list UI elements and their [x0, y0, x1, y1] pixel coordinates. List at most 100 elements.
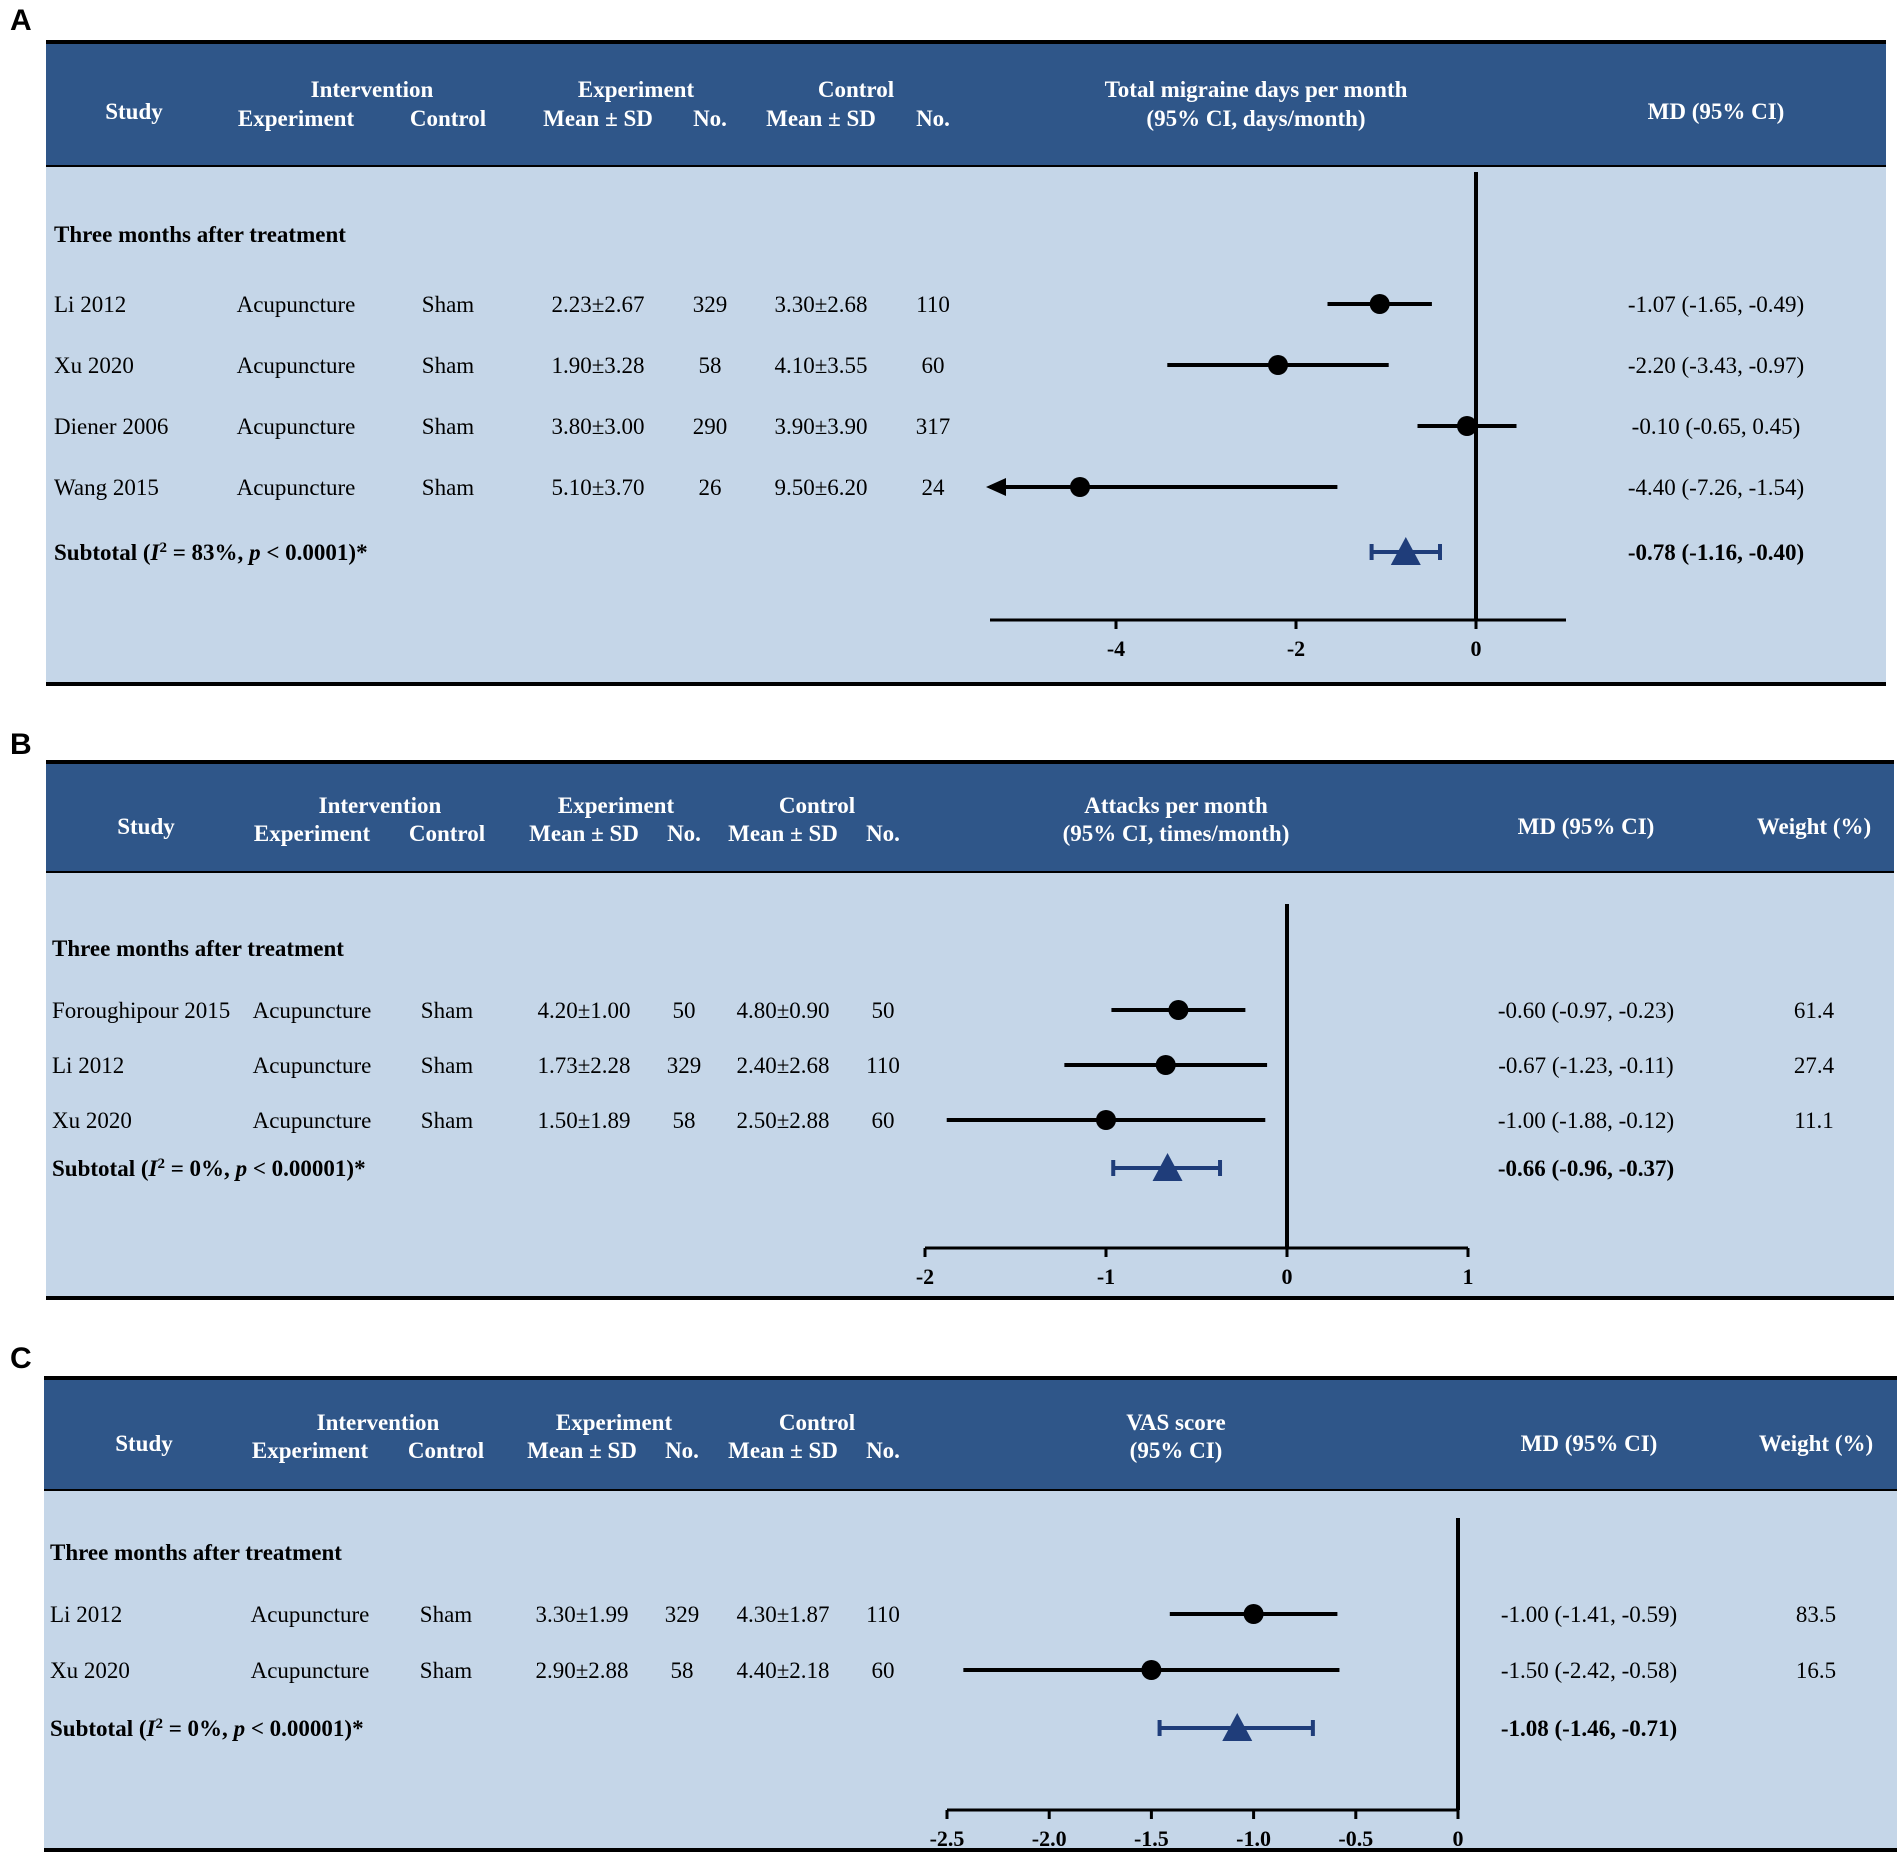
header-experiment: Experiment [578, 77, 695, 102]
study-name: Diener 2006 [54, 414, 168, 439]
point-estimate [1369, 294, 1390, 314]
experiment-n: 58 [671, 1658, 694, 1683]
md-ci-text: -0.60 (-0.97, -0.23) [1498, 998, 1674, 1023]
forest-plot-svg: Study Intervention Experiment Control Experi… [46, 40, 1886, 686]
header-ctl-no: No. [916, 106, 950, 131]
point-estimate [1243, 1604, 1264, 1624]
header-weight: Weight (%) [1757, 814, 1871, 839]
control-n: 110 [866, 1602, 900, 1627]
control-n: 110 [916, 292, 950, 317]
experiment-intervention: Acupuncture [253, 998, 372, 1023]
panel-label-b: B [10, 728, 32, 761]
study-name: Wang 2015 [54, 475, 159, 500]
header-band [44, 1378, 1897, 1490]
md-ci-text: -1.50 (-2.42, -0.58) [1501, 1658, 1677, 1683]
control-mean-sd: 4.30±1.87 [736, 1602, 829, 1627]
header-band [46, 762, 1894, 872]
control-intervention: Sham [421, 1108, 474, 1133]
experiment-intervention: Acupuncture [251, 1602, 370, 1627]
control-intervention: Sham [420, 1658, 473, 1683]
header-plot-title: Attacks per month [1084, 793, 1268, 818]
header-plot-subtitle: (95% CI, times/month) [1063, 821, 1290, 846]
experiment-mean-sd: 1.50±1.89 [537, 1108, 630, 1133]
control-n: 60 [872, 1658, 895, 1683]
experiment-mean-sd: 5.10±3.70 [551, 475, 644, 500]
subtotal-label: Subtotal (I2 = 0%, p < 0.00001)* [50, 1716, 364, 1741]
body-band [46, 166, 1886, 684]
x-tick-label: -1.0 [1236, 1826, 1271, 1851]
ci-arrow [986, 478, 1006, 496]
header-study: Study [105, 99, 163, 124]
study-name: Xu 2020 [54, 353, 134, 378]
control-intervention: Sham [420, 1602, 473, 1627]
point-estimate [1268, 355, 1288, 375]
control-n: 110 [866, 1053, 900, 1078]
x-tick-label: 0 [1453, 1826, 1464, 1851]
study-name: Li 2012 [54, 292, 126, 317]
subtotal-estimate [1222, 1713, 1253, 1741]
subgroup-label: Three months after treatment [50, 1540, 342, 1565]
md-ci-text: -2.20 (-3.43, -0.97) [1628, 353, 1804, 378]
experiment-mean-sd: 1.73±2.28 [537, 1053, 630, 1078]
header-experiment: Experiment [556, 1410, 673, 1435]
header-plot-title: Total migraine days per month [1105, 77, 1408, 102]
body-band [46, 872, 1894, 1298]
weight-text: 61.4 [1794, 998, 1835, 1023]
x-tick-label: -2 [1287, 636, 1305, 661]
header-int-control: Control [409, 821, 485, 846]
experiment-intervention: Acupuncture [253, 1108, 372, 1133]
experiment-mean-sd: 3.80±3.00 [551, 414, 644, 439]
control-mean-sd: 4.10±3.55 [774, 353, 867, 378]
control-mean-sd: 9.50±6.20 [774, 475, 867, 500]
header-plot-subtitle: (95% CI, days/month) [1146, 106, 1365, 131]
x-tick-label: 0 [1282, 1264, 1293, 1289]
control-mean-sd: 2.50±2.88 [736, 1108, 829, 1133]
subgroup-label: Three months after treatment [52, 936, 344, 961]
subtotal-estimate [1390, 537, 1421, 565]
panel-label-a: A [10, 4, 32, 37]
md-ci-text: -0.67 (-1.23, -0.11) [1498, 1053, 1673, 1078]
point-estimate [1457, 416, 1477, 436]
control-intervention: Sham [422, 353, 475, 378]
subtotal-label: Subtotal (I2 = 83%, p < 0.0001)* [54, 540, 368, 565]
md-ci-text: -1.00 (-1.88, -0.12) [1498, 1108, 1674, 1133]
experiment-n: 329 [665, 1602, 700, 1627]
x-tick-label: 0 [1471, 636, 1482, 661]
control-n: 24 [922, 475, 946, 500]
header-intervention: Intervention [319, 793, 442, 818]
header-int-experiment: Experiment [238, 106, 355, 131]
subtotal-md-text: -0.66 (-0.96, -0.37) [1498, 1156, 1674, 1181]
control-intervention: Sham [422, 292, 475, 317]
experiment-n: 26 [699, 475, 722, 500]
header-study: Study [117, 814, 175, 839]
point-estimate [1070, 477, 1090, 497]
experiment-n: 50 [673, 998, 696, 1023]
header-control: Control [779, 1410, 855, 1435]
panel-label-c: C [10, 1342, 32, 1375]
x-tick-label: -4 [1107, 636, 1125, 661]
subtotal-label: Subtotal (I2 = 0%, p < 0.00001)* [52, 1156, 366, 1181]
control-n: 50 [872, 998, 895, 1023]
control-n: 60 [872, 1108, 895, 1133]
experiment-mean-sd: 2.23±2.67 [551, 292, 644, 317]
study-name: Xu 2020 [52, 1108, 132, 1133]
control-n: 60 [922, 353, 945, 378]
study-name: Li 2012 [52, 1053, 124, 1078]
experiment-n: 290 [693, 414, 728, 439]
header-ctl-no: No. [866, 1438, 900, 1463]
header-int-control: Control [410, 106, 486, 131]
subtotal-estimate [1152, 1153, 1183, 1181]
experiment-n: 58 [673, 1108, 696, 1133]
control-intervention: Sham [422, 475, 475, 500]
md-ci-text: -1.00 (-1.41, -0.59) [1501, 1602, 1677, 1627]
forest-plot-a: Study Intervention Experiment Control Experi… [46, 40, 1886, 688]
header-control: Control [779, 793, 855, 818]
header-int-control: Control [408, 1438, 484, 1463]
header-md: MD (95% CI) [1518, 814, 1655, 839]
experiment-mean-sd: 3.30±1.99 [535, 1602, 628, 1627]
header-ctl-mean: Mean ± SD [766, 106, 876, 131]
control-n: 317 [916, 414, 951, 439]
experiment-n: 329 [667, 1053, 702, 1078]
experiment-mean-sd: 1.90±3.28 [551, 353, 644, 378]
control-intervention: Sham [421, 1053, 474, 1078]
